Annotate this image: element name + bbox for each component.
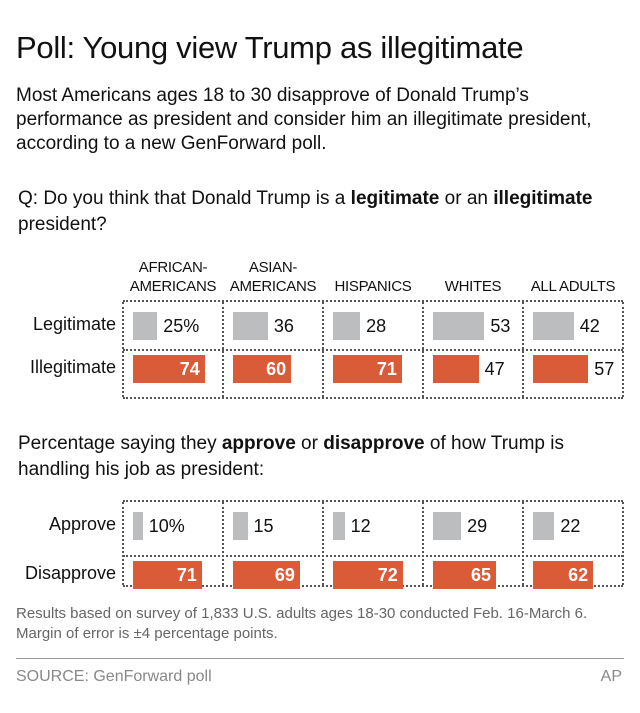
bar-legitimate [333,312,361,340]
data-label: 29 [467,516,488,536]
data-label: 57 [594,359,615,379]
row-divider [123,555,623,557]
column-header: WHITES [444,278,502,295]
bar-illegitimate [333,355,402,383]
question-1: Q: Do you think that Donald Trump is a l… [18,188,593,235]
bar-legitimate [533,312,574,340]
bar-disapprove [533,561,594,589]
column-header: AFRICAN- AMERICANS [129,259,217,295]
column-header: HISPANICS [334,278,412,295]
column-header: ASIAN- AMERICANS [229,259,317,295]
row-label: Illegitimate [29,357,116,377]
data-label: 22 [560,516,581,536]
bar-illegitimate [233,355,292,383]
row-label: Approve [48,514,116,534]
row-label: Disapprove [24,563,116,583]
data-label: 53 [490,316,511,336]
bar-legitimate [133,312,158,340]
column-header: ALL ADULTS [530,278,616,295]
divider [16,658,624,659]
source: SOURCE: GenForward poll [16,668,212,685]
column-divider [122,502,124,585]
data-label: 28 [366,316,387,336]
bar-approve [333,512,345,540]
data-label: 47 [484,359,505,379]
data-label: 74 [179,359,200,379]
column-divider [322,502,324,585]
data-label: 69 [274,565,295,585]
data-label: 36 [273,316,294,336]
bar-disapprove [333,561,403,589]
bar-illegitimate [533,355,589,383]
title: Poll: Young view Trump as illegitimate [16,30,524,65]
row-divider [123,349,623,351]
question-2: Percentage saying they approve or disapp… [18,433,564,480]
data-label: 65 [471,565,492,585]
data-label: 60 [266,359,287,379]
bar-legitimate [433,312,485,340]
data-label: 72 [377,565,398,585]
bar-disapprove [433,561,497,589]
credit: AP [600,668,622,685]
row-label: Legitimate [32,314,116,334]
footnote: Results based on survey of 1,833 U.S. ad… [16,605,588,642]
bar-approve [233,512,248,540]
data-label: 71 [176,565,197,585]
data-label: 42 [579,316,600,336]
data-label: 71 [376,359,397,379]
bar-disapprove [133,561,202,589]
bar-illegitimate [433,355,479,383]
bar-approve [133,512,143,540]
column-divider [522,502,524,585]
bar-approve [433,512,462,540]
bar-illegitimate [133,355,205,383]
bar-approve [533,512,555,540]
bar-legitimate [233,312,268,340]
bar-disapprove [233,561,300,589]
data-label: 15 [253,516,274,536]
data-label: 10% [148,516,185,536]
column-divider [622,302,624,397]
data-label: 12 [350,516,371,536]
data-label: 62 [568,565,589,585]
table-frame [122,300,624,399]
column-divider [422,502,424,585]
column-divider [222,502,224,585]
data-label: 25% [163,316,200,336]
column-divider [622,502,624,585]
subtitle: Most Americans ages 18 to 30 disapprove … [16,85,592,154]
